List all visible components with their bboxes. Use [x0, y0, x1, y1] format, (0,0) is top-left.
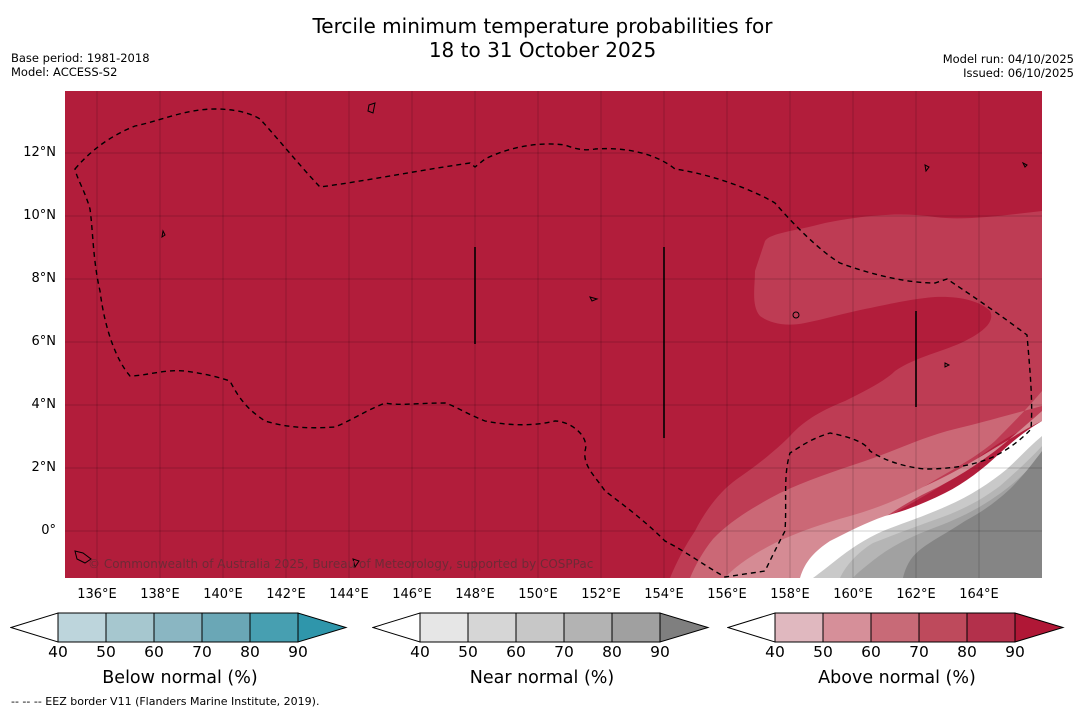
map-title: Tercile minimum temperature probabilitie…	[0, 14, 1085, 62]
cb-above-swatch-6	[1014, 612, 1065, 643]
cb-tick: 50	[813, 643, 833, 661]
lon-label: 142°E	[266, 587, 306, 602]
cb-below-swatch-5	[249, 612, 299, 643]
cb-tick: 60	[144, 643, 164, 661]
cb-tick: 40	[48, 643, 68, 661]
lon-label: 158°E	[770, 587, 810, 602]
lon-label: 140°E	[203, 587, 243, 602]
region-near-90	[903, 451, 1042, 578]
cb-near-swatch-0	[371, 612, 421, 643]
cb-above-swatch-1	[774, 612, 824, 643]
cb-tick: 80	[957, 643, 977, 661]
map-title-line-1: Tercile minimum temperature probabilitie…	[312, 14, 773, 38]
cb-near-swatch-5	[611, 612, 661, 643]
cb-above-swatch-3	[870, 612, 920, 643]
lat-label: 6°N	[31, 334, 57, 349]
cb-near-swatch-1	[419, 612, 469, 643]
cb-near-swatch-2	[467, 612, 517, 643]
cb-below-swatch-3	[153, 612, 203, 643]
cb-above-swatch-2	[822, 612, 872, 643]
island	[161, 229, 166, 239]
cb-tick: 60	[861, 643, 881, 661]
colorbar-above-normal-bar	[726, 612, 1065, 643]
lon-label: 160°E	[833, 587, 873, 602]
lon-label: 138°E	[140, 587, 180, 602]
copyright-notice: © Commonwealth of Australia 2025, Bureau…	[88, 557, 594, 571]
lon-label: 146°E	[392, 587, 432, 602]
cb-tick: 40	[410, 643, 430, 661]
map-title-line-2: 18 to 31 October 2025	[428, 38, 657, 62]
island	[792, 311, 800, 319]
cb-below-swatch-4	[201, 612, 251, 643]
lat-label: 2°N	[31, 460, 57, 475]
eez-border	[74, 108, 1033, 578]
meta-left: Base period: 1981-2018 Model: ACCESS-S2	[11, 51, 150, 79]
lat-label: 8°N	[31, 271, 57, 286]
lon-label: 144°E	[329, 587, 369, 602]
cb-tick: 70	[909, 643, 929, 661]
islands	[74, 102, 1028, 569]
colorbar-near-normal: 40 50 60 70 80 90 Near normal (%)	[371, 612, 712, 692]
colorbar-near-label: Near normal (%)	[469, 668, 615, 688]
cb-tick: 90	[1005, 643, 1025, 661]
lat-label: 4°N	[31, 397, 57, 412]
lon-label: 164°E	[959, 587, 999, 602]
colorbar-above-normal: 40 50 60 70 80 90 Above normal (%)	[726, 612, 1067, 692]
colorbar-above-label: Above normal (%)	[818, 668, 976, 688]
cb-below-swatch-2	[105, 612, 155, 643]
cb-tick: 80	[240, 643, 260, 661]
lon-label: 154°E	[644, 587, 684, 602]
cb-tick: 40	[765, 643, 785, 661]
cb-tick: 70	[554, 643, 574, 661]
meta-right: Model run: 04/10/2025 Issued: 06/10/2025	[943, 52, 1074, 80]
cb-tick: 80	[602, 643, 622, 661]
colorbar-near-normal-bar	[371, 612, 710, 643]
model-name: Model: ACCESS-S2	[11, 65, 118, 79]
cb-tick: 60	[506, 643, 526, 661]
cb-tick: 90	[650, 643, 670, 661]
island	[74, 550, 92, 564]
cb-near-swatch-6	[659, 612, 710, 643]
lon-label: 152°E	[581, 587, 621, 602]
lon-label: 150°E	[518, 587, 558, 602]
island	[944, 362, 951, 368]
island	[924, 164, 930, 173]
cb-near-swatch-3	[515, 612, 565, 643]
region-above-60	[725, 411, 1042, 578]
cb-near-swatch-4	[563, 612, 613, 643]
lat-label: 12°N	[23, 145, 56, 160]
cb-below-swatch-6	[297, 612, 348, 643]
cb-tick: 70	[192, 643, 212, 661]
cb-tick: 50	[96, 643, 116, 661]
cb-below-swatch-0	[9, 612, 59, 643]
lat-label: 0°	[41, 523, 56, 538]
colorbar-below-normal-bar	[9, 612, 348, 643]
island	[367, 102, 376, 114]
probability-map	[65, 91, 1042, 578]
cb-above-swatch-4	[918, 612, 968, 643]
region-above-70	[690, 391, 1042, 578]
island	[352, 558, 360, 569]
lon-label: 162°E	[896, 587, 936, 602]
cb-tick: 50	[458, 643, 478, 661]
model-run-date: Model run: 04/10/2025	[942, 52, 1074, 66]
base-period: Base period: 1981-2018	[11, 51, 150, 65]
eez-footnote: -- -- -- EEZ border V11 (Flanders Marine…	[11, 695, 320, 708]
cb-above-swatch-0	[726, 612, 776, 643]
lon-label: 148°E	[455, 587, 495, 602]
lat-label: 10°N	[23, 208, 56, 223]
issued-date: Issued: 06/10/2025	[963, 66, 1074, 80]
lon-label: 136°E	[77, 587, 117, 602]
cb-above-swatch-5	[966, 612, 1016, 643]
reference-lines	[474, 247, 917, 438]
region-white-gap	[800, 421, 1042, 578]
cb-tick: 90	[288, 643, 308, 661]
island	[589, 296, 599, 302]
colorbar-below-normal: 40 50 60 70 80 90 Below normal (%)	[9, 612, 350, 692]
region-above-80	[670, 211, 1042, 578]
island	[1021, 161, 1028, 168]
colorbar-below-label: Below normal (%)	[102, 668, 258, 688]
lon-label: 156°E	[707, 587, 747, 602]
cb-below-swatch-1	[57, 612, 107, 643]
